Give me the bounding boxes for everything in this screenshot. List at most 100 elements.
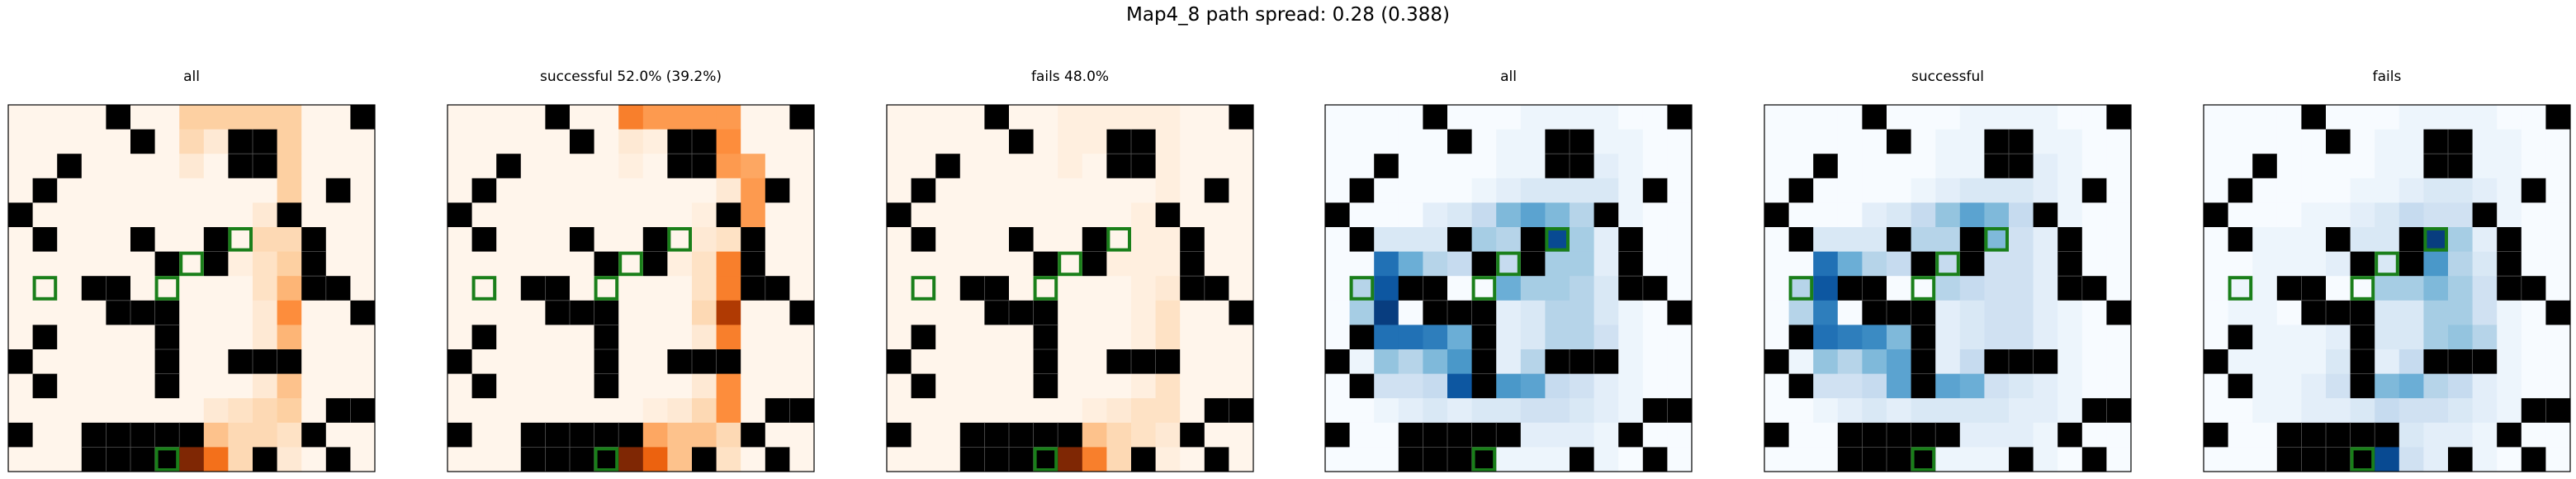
heatmap-cell	[2106, 129, 2132, 154]
heatmap-cell	[2545, 129, 2571, 154]
heatmap-cell	[2472, 178, 2498, 203]
heatmap-cell	[1935, 202, 1961, 228]
axes-frame	[7, 104, 376, 472]
obstacle-cell	[520, 276, 546, 301]
heatmap-cell	[1593, 373, 1619, 399]
heatmap-cell	[935, 105, 961, 130]
heatmap-cell	[935, 251, 961, 277]
obstacle-cell	[1374, 154, 1399, 179]
heatmap-cell	[32, 105, 58, 130]
heatmap-cell	[2350, 178, 2375, 203]
obstacle-cell	[2057, 251, 2083, 277]
heatmap-cell	[935, 349, 961, 374]
heatmap-cell	[2448, 422, 2473, 448]
heatmap-cell	[8, 276, 33, 301]
heatmap-cell	[2252, 251, 2278, 277]
obstacle-cell	[2106, 105, 2132, 130]
obstacle-cell	[1131, 447, 1156, 472]
heatmap-cell	[935, 398, 961, 424]
heatmap-cell	[716, 373, 741, 399]
heatmap-cell	[911, 300, 936, 325]
obstacle-cell	[1349, 325, 1375, 350]
heatmap-cell	[2081, 154, 2107, 179]
obstacle-cell	[1642, 276, 1668, 301]
heatmap-cell	[2375, 129, 2400, 154]
heatmap-cell	[935, 373, 961, 399]
heatmap-cell	[1131, 398, 1156, 424]
heatmap-cell	[2545, 251, 2571, 277]
heatmap-cell	[1520, 422, 1546, 448]
obstacle-cell	[1398, 276, 1423, 301]
heatmap-cell	[8, 105, 33, 130]
heatmap-cell	[2423, 300, 2449, 325]
heatmap-cell	[1374, 227, 1399, 252]
heatmap-cell	[277, 325, 302, 350]
heatmap-cell	[496, 202, 522, 228]
heatmap-cell	[1667, 349, 1693, 374]
heatmap-cell	[447, 227, 472, 252]
heatmap-cell	[642, 398, 668, 424]
target-marker	[179, 251, 204, 277]
heatmap-cell	[2545, 447, 2571, 472]
heatmap-cell	[1984, 398, 2010, 424]
heatmap-cell	[1667, 325, 1693, 350]
heatmap-cell	[277, 300, 302, 325]
obstacle-cell	[692, 447, 717, 472]
heatmap-cell	[520, 105, 546, 130]
heatmap-cell	[2276, 227, 2302, 252]
heatmap-cell	[1813, 105, 1839, 130]
heatmap-cell	[545, 251, 571, 277]
heatmap-cell	[1374, 202, 1399, 228]
heatmap-cell	[2033, 447, 2058, 472]
obstacle-cell	[1887, 129, 1911, 154]
heatmap-cell	[2276, 178, 2302, 203]
heatmap-cell	[570, 276, 594, 301]
obstacle-cell	[2057, 276, 2083, 301]
heatmap-cell	[1058, 154, 1083, 179]
obstacle-cell	[2057, 227, 2083, 252]
target-marker	[1935, 251, 1960, 277]
heatmap-cell	[1887, 202, 1911, 228]
obstacle-cell	[1009, 422, 1034, 448]
target-marker	[32, 276, 58, 301]
obstacle-cell	[1204, 276, 1229, 301]
heatmap-cell	[1935, 129, 1961, 154]
heatmap-cell	[2521, 325, 2546, 350]
obstacle-cell	[1325, 349, 1350, 374]
heatmap-cell	[301, 178, 327, 203]
heatmap-cell	[1447, 276, 1472, 301]
obstacle-cell	[325, 178, 351, 203]
heatmap-cell	[2204, 325, 2228, 350]
heatmap-cell	[2033, 422, 2058, 448]
heatmap-cell	[1058, 129, 1083, 154]
heatmap-cell	[741, 178, 766, 203]
heatmap-cell	[57, 178, 83, 203]
heatmap-cell	[2472, 105, 2498, 130]
heatmap-cell	[1180, 105, 1205, 130]
heatmap-cell	[1349, 129, 1375, 154]
heatmap-cell	[1325, 276, 1350, 301]
heatmap-cell	[1496, 325, 1522, 350]
heatmap-cell	[1837, 105, 1863, 130]
heatmap-cell	[1764, 227, 1789, 252]
heatmap-cell	[1009, 276, 1034, 301]
heatmap-cell	[2204, 154, 2228, 179]
heatmap-cell	[594, 398, 619, 424]
obstacle-cell	[1788, 373, 1814, 399]
heatmap-cell	[1131, 202, 1156, 228]
heatmap-cell	[1959, 202, 1985, 228]
heatmap-cell	[57, 349, 83, 374]
heatmap-cell	[2375, 398, 2400, 424]
heatmap-cell	[911, 129, 936, 154]
heatmap-cell	[8, 325, 33, 350]
heatmap-cell	[1398, 300, 1423, 325]
heatmap-cell	[1009, 349, 1034, 374]
heatmap-cell	[2448, 202, 2473, 228]
heatmap-cell	[1106, 251, 1132, 277]
heatmap-cell	[984, 129, 1010, 154]
heatmap-cell	[2448, 227, 2473, 252]
heatmap-cell	[2521, 154, 2546, 179]
heatmap-cell	[2301, 373, 2327, 399]
heatmap-cell	[2398, 154, 2424, 179]
